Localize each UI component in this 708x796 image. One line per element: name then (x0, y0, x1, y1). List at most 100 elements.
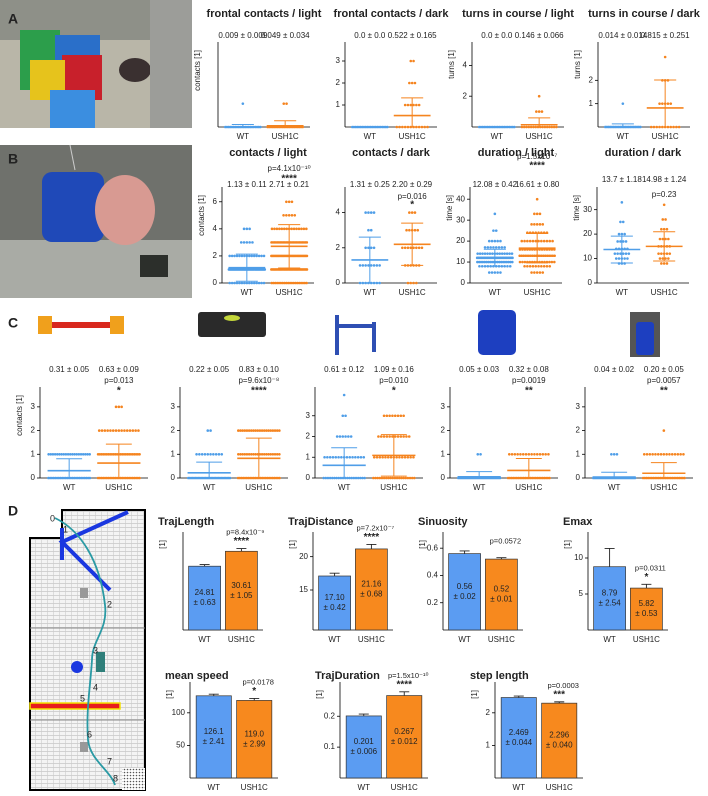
data-point (666, 102, 670, 105)
data-point (272, 281, 275, 285)
data-point (337, 455, 340, 459)
data-point (262, 429, 266, 432)
x-tick-label: WT (458, 635, 471, 644)
error-label: ± 0.040 (546, 741, 573, 750)
sd-whisker (466, 471, 493, 479)
x-tick-label: USH1C (526, 132, 553, 141)
x-tick-label: USH1C (391, 783, 418, 792)
significance: ** (525, 386, 533, 397)
data-point (97, 429, 101, 432)
y-tick-label: 4 (336, 208, 341, 217)
data-point (106, 429, 109, 432)
value-label: 21.16 (361, 580, 382, 589)
data-point (549, 254, 553, 258)
data-point (486, 246, 490, 249)
data-point (665, 252, 669, 255)
x-tick-label: USH1C (241, 783, 268, 792)
data-point (228, 254, 231, 258)
stat-label: 1.13 ± 0.11 (227, 180, 267, 189)
data-point (356, 476, 360, 480)
data-point (342, 393, 346, 397)
data-point (541, 223, 545, 226)
data-point (278, 452, 281, 456)
data-point (385, 435, 389, 438)
y-tick-label: 30 (456, 215, 465, 224)
data-point (614, 257, 618, 260)
data-point (409, 246, 413, 250)
x-tick-label: WT (237, 132, 250, 141)
y-tick-label: 10 (574, 553, 583, 562)
data-point (378, 264, 381, 267)
data-point (403, 103, 407, 107)
data-point (481, 252, 484, 255)
data-point (521, 452, 525, 456)
data-point (203, 452, 207, 456)
data-point (393, 435, 397, 438)
bar (318, 575, 351, 631)
data-point (382, 476, 386, 480)
data-point (417, 103, 421, 107)
x-tick-label: USH1C (651, 288, 678, 297)
p-value: p=0.013 (104, 376, 134, 385)
data-point (260, 429, 264, 432)
data-point (247, 281, 251, 285)
data-point (505, 252, 509, 255)
data-point (476, 260, 479, 264)
data-point (621, 220, 625, 224)
data-point (228, 281, 231, 285)
data-point (285, 227, 289, 231)
data-point (280, 227, 284, 231)
data-point (642, 452, 646, 456)
stat-label: 0.009 ± 0.009 (218, 31, 267, 40)
data-point (476, 452, 480, 456)
data-point (367, 211, 370, 214)
data-point (303, 281, 307, 285)
data-point (358, 264, 362, 267)
data-point (364, 246, 367, 250)
data-point (496, 271, 499, 274)
x-tick-label: USH1C (546, 783, 573, 792)
data-point (508, 252, 511, 255)
data-point (478, 264, 481, 268)
data-point (523, 260, 527, 264)
data-point (533, 223, 536, 226)
data-point (271, 452, 275, 456)
data-point (528, 239, 532, 243)
stat-label: 0.049 ± 0.034 (261, 31, 310, 40)
value-label: 5.82 (639, 599, 655, 608)
data-point (285, 102, 288, 105)
data-point (230, 254, 234, 258)
error-bar (399, 691, 410, 696)
y-tick-label: 3 (306, 411, 311, 420)
data-point (256, 429, 260, 432)
y-tick-label: 4 (463, 61, 468, 70)
data-point (287, 214, 291, 217)
data-point (670, 452, 674, 456)
value-label: 0.267 (394, 727, 415, 736)
data-point (488, 252, 492, 255)
data-point (402, 435, 405, 438)
map-number: 6 (87, 729, 92, 739)
data-point (662, 203, 666, 207)
y-tick-label: 0 (576, 473, 581, 482)
data-point (295, 227, 298, 231)
p-value: p=9.6x10⁻⁸ (238, 376, 279, 385)
data-point (351, 455, 354, 459)
significance: **** (281, 174, 297, 185)
y-tick-label: 2 (336, 78, 341, 87)
data-point (305, 227, 308, 231)
p-value: p=0.23 (652, 190, 677, 199)
significance: **** (529, 161, 545, 172)
significance: * (644, 572, 648, 583)
y-axis-label: time [s] (445, 195, 454, 221)
data-point (538, 254, 542, 258)
data-point (552, 125, 556, 129)
data-point (664, 257, 667, 260)
data-point (252, 281, 256, 285)
p-value: p=0.0019 (512, 376, 546, 385)
data-point (493, 212, 497, 216)
bar (225, 550, 258, 631)
data-point (398, 455, 401, 459)
data-point (285, 214, 288, 217)
data-point (683, 476, 686, 480)
